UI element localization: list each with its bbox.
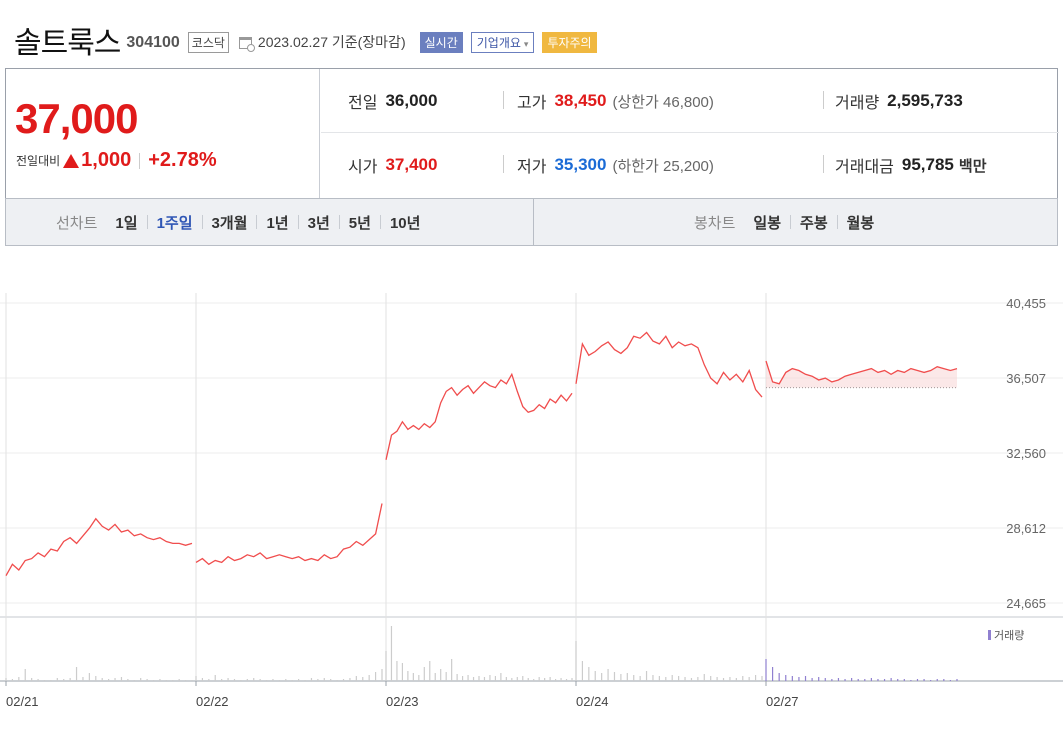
volume-legend-swatch <box>988 630 991 640</box>
y-tick-label: 24,665 <box>1006 596 1046 611</box>
change-rate: +2.78% <box>148 149 217 171</box>
quote-row: 시가 37,400 저가 35,300 (하한가 25,200) 거래대금 95… <box>321 133 1059 197</box>
volume-label: 거래량 <box>835 95 880 112</box>
current-price: 37,000 <box>15 95 138 142</box>
line-chart-label: 선차트 <box>56 214 98 232</box>
divider <box>297 215 299 229</box>
period-tab-0[interactable]: 1일 <box>115 214 138 232</box>
price-line-02/27 <box>765 360 958 385</box>
x-tick-label: 02/23 <box>386 694 419 709</box>
price-line-02/21 <box>5 517 193 577</box>
trade-amount: 거래대금 95,785 백만 <box>835 133 987 197</box>
divider <box>201 215 203 229</box>
stock-name: 솔트룩스 <box>14 27 121 60</box>
candle-chart-label: 봉차트 <box>694 214 736 232</box>
chevron-down-icon: ▾ <box>523 38 529 49</box>
period-tab-6[interactable]: 10년 <box>389 214 421 232</box>
divider <box>146 215 148 229</box>
divider <box>503 91 504 109</box>
prev-close-value: 36,000 <box>385 91 438 110</box>
x-tick-label: 02/22 <box>196 694 229 709</box>
price-line-02/22 <box>195 503 383 566</box>
divider <box>836 215 838 229</box>
line-chart-periods: 선차트 1일 1주일 3개월 1년 3년 5년 10년 <box>6 199 534 245</box>
divider <box>139 152 141 169</box>
quote-panel: 37,000 전일대비 1,000 +2.78% 전일 36,000 고가 38… <box>5 68 1059 199</box>
period-tab-2[interactable]: 3개월 <box>211 214 248 232</box>
trade-amount-label: 거래대금 <box>835 159 894 176</box>
price-line-02/24 <box>575 331 763 398</box>
volume-legend-label: 거래량 <box>994 629 1024 642</box>
change-amount: 1,000 <box>81 149 132 171</box>
divider <box>503 155 504 173</box>
x-tick-label: 02/24 <box>576 694 609 709</box>
low-label: 저가 <box>517 159 547 176</box>
trade-amount-unit: 백만 <box>958 157 987 175</box>
high-label: 고가 <box>517 95 547 112</box>
base-date: 2023.02.27 기준(장마감) <box>257 34 406 50</box>
volume: 거래량 2,595,733 <box>835 69 963 133</box>
candle-tab-1[interactable]: 주봉 <box>800 214 828 232</box>
prev-close: 전일 36,000 <box>348 69 437 133</box>
divider <box>790 215 792 229</box>
current-price-box: 37,000 전일대비 1,000 +2.78% <box>6 69 320 199</box>
open-price: 시가 37,400 <box>348 133 437 197</box>
period-tab-1[interactable]: 1주일 <box>156 214 193 232</box>
y-tick-label: 32,560 <box>1006 446 1046 461</box>
price-area-today <box>766 361 957 388</box>
realtime-button[interactable]: 실시간 <box>419 31 463 53</box>
x-tick-label: 02/27 <box>766 694 799 709</box>
prev-close-label: 전일 <box>348 95 378 112</box>
open-value: 37,400 <box>385 155 438 174</box>
divider <box>256 215 258 229</box>
change-label: 전일대비 <box>16 154 61 168</box>
price-chart: 40,455 36,507 32,560 28,612 24,665 02/21 02/22… <box>0 260 1063 720</box>
chart-period-bar: 선차트 1일 1주일 3개월 1년 3년 5년 10년 봉차트 일봉 주봉 월봉 <box>5 198 1058 246</box>
candle-tab-2[interactable]: 월봉 <box>846 214 875 232</box>
price-chart-svg: 40,455 36,507 32,560 28,612 24,665 02/21 02/22… <box>0 293 1063 709</box>
low-value: 35,300 <box>554 155 607 174</box>
price-change: 전일대비 1,000 +2.78% <box>16 149 217 172</box>
period-tab-5[interactable]: 5년 <box>348 214 371 232</box>
upper-limit: (상한가 46,800) <box>612 93 714 111</box>
quote-details: 전일 36,000 고가 38,450 (상한가 46,800) 거래량 2,5… <box>321 69 1059 199</box>
price-line-02/23 <box>385 372 573 460</box>
open-label: 시가 <box>348 159 378 176</box>
lower-limit: (하한가 25,200) <box>612 157 714 175</box>
divider <box>379 215 381 229</box>
divider <box>823 91 824 109</box>
period-tab-3[interactable]: 1년 <box>266 214 289 232</box>
candle-chart-periods: 봉차트 일봉 주봉 월봉 <box>534 199 1057 245</box>
up-triangle-icon <box>63 153 80 168</box>
quote-row: 전일 36,000 고가 38,450 (상한가 46,800) 거래량 2,5… <box>321 69 1059 133</box>
high-price: 고가 38,450 (상한가 46,800) <box>517 69 714 133</box>
company-overview-label: 기업개요 <box>476 35 521 50</box>
divider <box>823 155 824 173</box>
y-tick-label: 28,612 <box>1006 521 1046 536</box>
market-badge: 코스닥 <box>187 31 229 53</box>
candle-tab-0[interactable]: 일봉 <box>753 214 782 232</box>
period-tab-4[interactable]: 3년 <box>307 214 330 232</box>
low-price: 저가 35,300 (하한가 25,200) <box>517 133 714 197</box>
investment-warning-badge: 투자주의 <box>542 31 597 53</box>
x-tick-label: 02/21 <box>6 694 39 709</box>
volume-value: 2,595,733 <box>887 91 963 110</box>
trade-amount-value: 95,785 <box>901 155 954 174</box>
stock-code: 304100 <box>126 34 180 51</box>
company-overview-dropdown[interactable]: 기업개요 ▾ <box>470 31 535 53</box>
y-tick-label: 36,507 <box>1006 371 1046 386</box>
high-value: 38,450 <box>554 91 607 110</box>
divider <box>338 215 340 229</box>
stock-header: 솔트룩스 304100 코스닥 2023.02.27 기준(장마감) 실시간 기… <box>14 20 597 60</box>
calendar-icon <box>238 36 255 52</box>
y-tick-label: 40,455 <box>1006 296 1046 311</box>
